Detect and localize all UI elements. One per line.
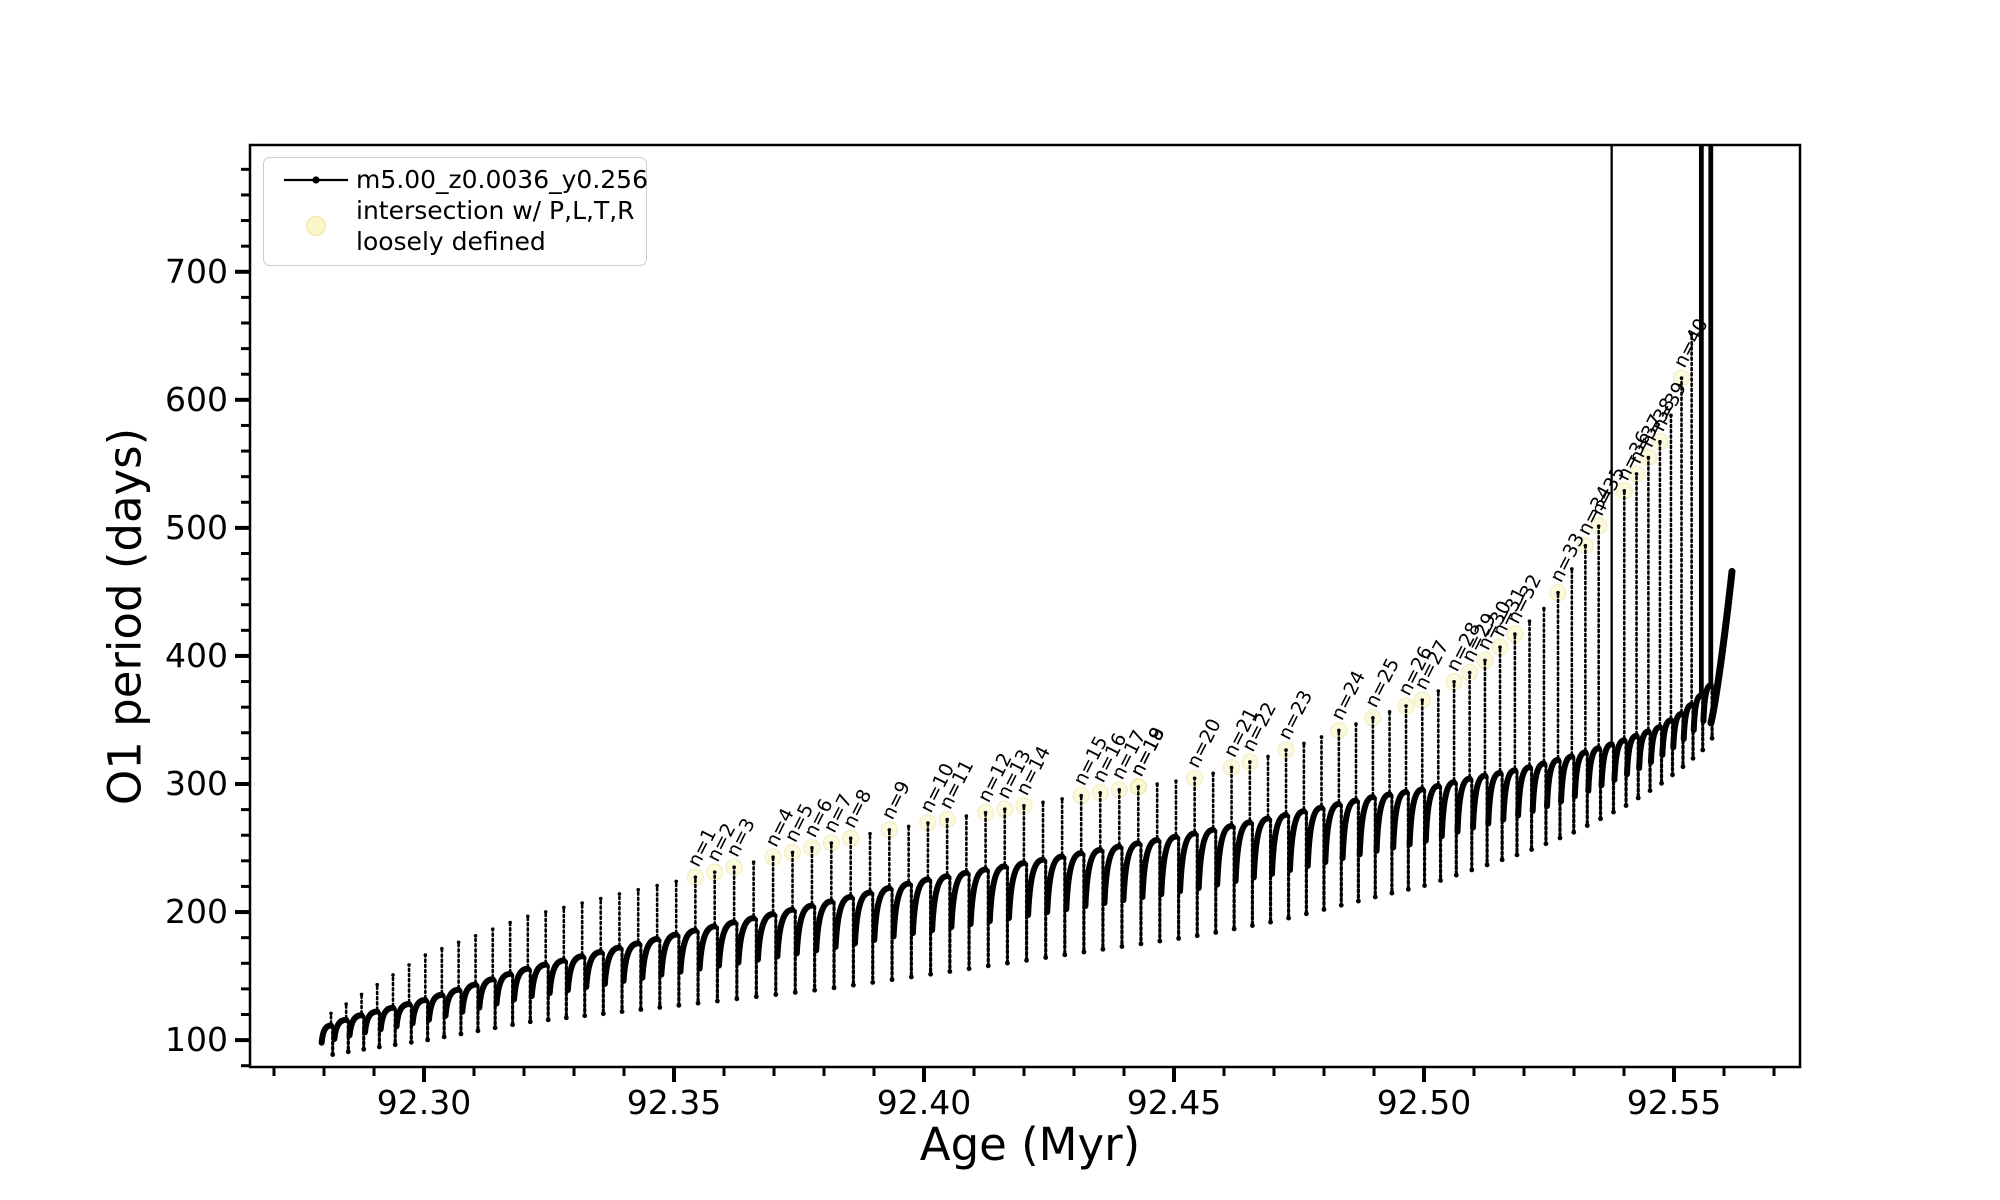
legend-entry-series: m5.00_z0.0036_y0.256 xyxy=(276,164,648,195)
x-axis-label: Age (Myr) xyxy=(919,1118,1141,1171)
legend-line-dot-marker xyxy=(276,165,356,195)
svg-text:400: 400 xyxy=(165,636,228,675)
svg-text:200: 200 xyxy=(165,892,228,931)
legend-label-intersection-line2: loosely defined xyxy=(356,227,546,256)
legend-label-series: m5.00_z0.0036_y0.256 xyxy=(356,165,648,194)
svg-text:92.40: 92.40 xyxy=(877,1083,971,1122)
svg-text:500: 500 xyxy=(165,508,228,547)
tick-labels: 92.30 92.35 92.40 92.45 92.50 92.55 100 200 300 4… xyxy=(165,252,1721,1122)
svg-text:100: 100 xyxy=(165,1020,228,1059)
mode-number-label: n=40 xyxy=(1669,315,1712,371)
y-axis-label: O1 period (days) xyxy=(98,427,152,806)
svg-text:600: 600 xyxy=(165,380,228,419)
mode-number-label: n=9 xyxy=(877,777,915,823)
svg-text:92.35: 92.35 xyxy=(627,1083,721,1122)
mode-number-label: n=3 xyxy=(722,815,760,861)
legend-entry-intersection: intersection w/ P,L,T,R loosely defined xyxy=(276,195,635,257)
mode-number-label: n=8 xyxy=(839,786,877,832)
series-curve xyxy=(318,145,1736,1057)
svg-text:92.50: 92.50 xyxy=(1377,1083,1471,1122)
svg-text:92.55: 92.55 xyxy=(1627,1083,1721,1122)
axis-ticks xyxy=(235,167,1776,1082)
legend: m5.00_z0.0036_y0.256 intersection w/ P,L… xyxy=(263,157,648,266)
mode-number-label: n=33 xyxy=(1546,530,1589,586)
legend-intersection-circle-icon xyxy=(276,195,356,257)
svg-text:92.45: 92.45 xyxy=(1127,1083,1221,1122)
legend-label-intersection: intersection w/ P,L,T,R loosely defined xyxy=(356,195,635,257)
legend-label-intersection-line1: intersection w/ P,L,T,R xyxy=(356,196,635,225)
mode-number-label: n=20 xyxy=(1182,715,1225,771)
svg-text:92.30: 92.30 xyxy=(377,1083,471,1122)
mode-number-label: n=23 xyxy=(1274,687,1317,743)
svg-text:300: 300 xyxy=(165,764,228,803)
svg-text:700: 700 xyxy=(165,252,228,291)
